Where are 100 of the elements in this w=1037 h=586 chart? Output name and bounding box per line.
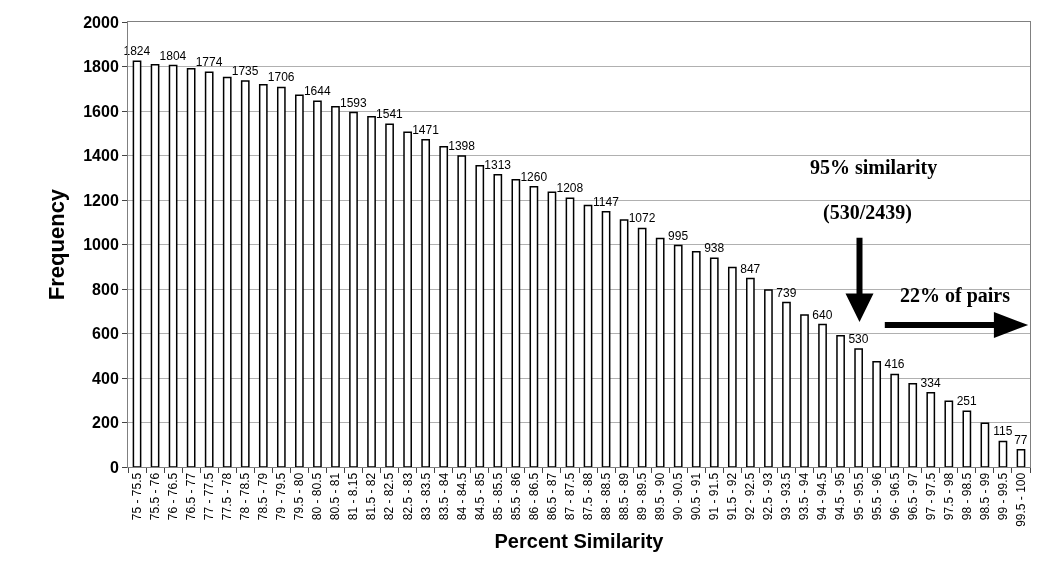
data-label: 1735 xyxy=(231,63,259,78)
bar xyxy=(1016,449,1026,467)
y-tick-label: 1600 xyxy=(83,102,119,120)
y-tick-label: 400 xyxy=(92,369,119,387)
bar xyxy=(691,251,701,467)
data-label: 640 xyxy=(812,307,833,322)
x-tick-label: 90.5 - 91 xyxy=(689,472,704,521)
bar xyxy=(313,100,322,467)
annotation: 95% similarity xyxy=(810,156,938,179)
bar xyxy=(854,348,863,467)
y-tick-label: 1200 xyxy=(83,191,119,209)
data-label: 1804 xyxy=(159,48,187,63)
x-tick-label: 86 - 86.5 xyxy=(526,472,541,521)
x-tick-label: 82 - 82.5 xyxy=(382,472,397,521)
bar xyxy=(529,185,539,467)
bar xyxy=(980,422,990,467)
data-label: 938 xyxy=(704,241,725,256)
data-label: 251 xyxy=(956,394,978,409)
bar xyxy=(872,361,882,467)
bar xyxy=(908,383,918,467)
bar xyxy=(439,146,449,467)
bar xyxy=(764,289,773,467)
x-tick-label: 91 - 91.5 xyxy=(707,472,722,521)
x-tick-label: 97 - 97.5 xyxy=(923,472,938,521)
x-tick-label: 76.5 - 77 xyxy=(184,472,199,521)
bar xyxy=(403,131,412,467)
bar xyxy=(132,60,142,467)
data-label: 1147 xyxy=(592,194,620,209)
x-tick-label: 98 - 98.5 xyxy=(959,472,974,521)
x-tick-label: 83 - 83.5 xyxy=(418,472,433,521)
x-tick-label: 97.5 - 98 xyxy=(941,472,956,521)
y-axis-title: Frequency xyxy=(44,188,70,301)
x-tick-label: 78 - 78.5 xyxy=(238,472,253,521)
x-tick-label: 87.5 - 88 xyxy=(580,472,595,521)
x-tick-label: 93.5 - 94 xyxy=(797,472,812,521)
bar xyxy=(385,123,394,467)
y-tick-label: 2000 xyxy=(83,13,119,31)
bar xyxy=(890,373,900,467)
bar xyxy=(818,323,827,467)
y-tick-label: 1000 xyxy=(83,236,119,254)
x-tick-label: 82.5 - 83 xyxy=(400,472,415,521)
x-tick-label: 79 - 79.5 xyxy=(274,472,289,521)
x-tick-label: 96.5 - 97 xyxy=(905,472,920,521)
x-tick-label: 78.5 - 79 xyxy=(256,472,271,521)
data-label: 1644 xyxy=(303,84,331,99)
bar xyxy=(349,111,358,467)
data-label: 1398 xyxy=(448,138,476,153)
x-tick-label: 90 - 90.5 xyxy=(671,472,686,521)
x-tick-label: 95 - 95.5 xyxy=(851,472,866,521)
bar xyxy=(601,211,611,467)
x-tick-label: 88 - 88.5 xyxy=(598,472,613,521)
x-tick-label: 89.5 - 90 xyxy=(653,472,668,521)
data-label: 334 xyxy=(920,375,941,390)
data-label: 1208 xyxy=(556,181,584,196)
x-tick-label: 81.5 - 82 xyxy=(364,472,379,521)
x-tick-label: 84 - 84.5 xyxy=(454,472,469,521)
bar xyxy=(295,94,304,467)
bar xyxy=(944,400,954,467)
y-tick-label: 200 xyxy=(92,414,119,432)
bar xyxy=(367,116,376,467)
x-tick-label: 83.5 - 84 xyxy=(436,472,451,521)
x-tick-label: 85 - 85.5 xyxy=(490,472,505,521)
y-tick-label: 800 xyxy=(92,280,119,298)
bar xyxy=(204,71,214,467)
x-tick-label: 86.5 - 87 xyxy=(544,472,559,521)
x-tick-label: 91.5 - 92 xyxy=(725,472,740,521)
y-tick-label: 1800 xyxy=(83,58,119,76)
bar xyxy=(709,257,719,467)
bar xyxy=(583,204,593,467)
bar xyxy=(926,391,936,467)
x-tick-label: 99.5 - 100 xyxy=(1013,472,1028,527)
bar xyxy=(619,219,629,467)
x-tick-label: 75 - 75.5 xyxy=(129,472,144,521)
data-label: 530 xyxy=(848,332,869,347)
data-label: 847 xyxy=(740,261,761,276)
x-tick-label: 95.5 - 96 xyxy=(869,472,884,521)
x-tick-label: 99 - 99.5 xyxy=(995,472,1010,521)
annotation: (530/2439) xyxy=(823,201,912,224)
data-label: 1541 xyxy=(376,107,404,122)
x-tick-label: 96 - 96.5 xyxy=(887,472,902,521)
x-tick-label: 98.5 - 99 xyxy=(977,472,992,521)
x-tick-label: 80.5 - 81 xyxy=(328,472,343,521)
data-label: 1593 xyxy=(339,95,368,110)
bar xyxy=(836,334,845,467)
bar xyxy=(746,277,755,467)
bar xyxy=(493,174,503,467)
x-tick-label: 94.5 - 95 xyxy=(833,472,848,521)
x-tick-label: 76 - 76.5 xyxy=(166,472,180,521)
data-label: 1774 xyxy=(195,55,223,70)
bar xyxy=(475,164,485,467)
bar xyxy=(673,244,683,467)
x-tick-label: 80 - 80.5 xyxy=(310,472,325,521)
data-label: 1706 xyxy=(267,70,295,85)
bar xyxy=(800,314,809,467)
bar xyxy=(998,440,1008,467)
x-tick-label: 88.5 - 89 xyxy=(617,472,631,521)
bar xyxy=(186,67,196,467)
bar xyxy=(782,301,791,467)
bar xyxy=(565,197,575,467)
x-tick-label: 81 - 8.15 xyxy=(346,472,361,521)
